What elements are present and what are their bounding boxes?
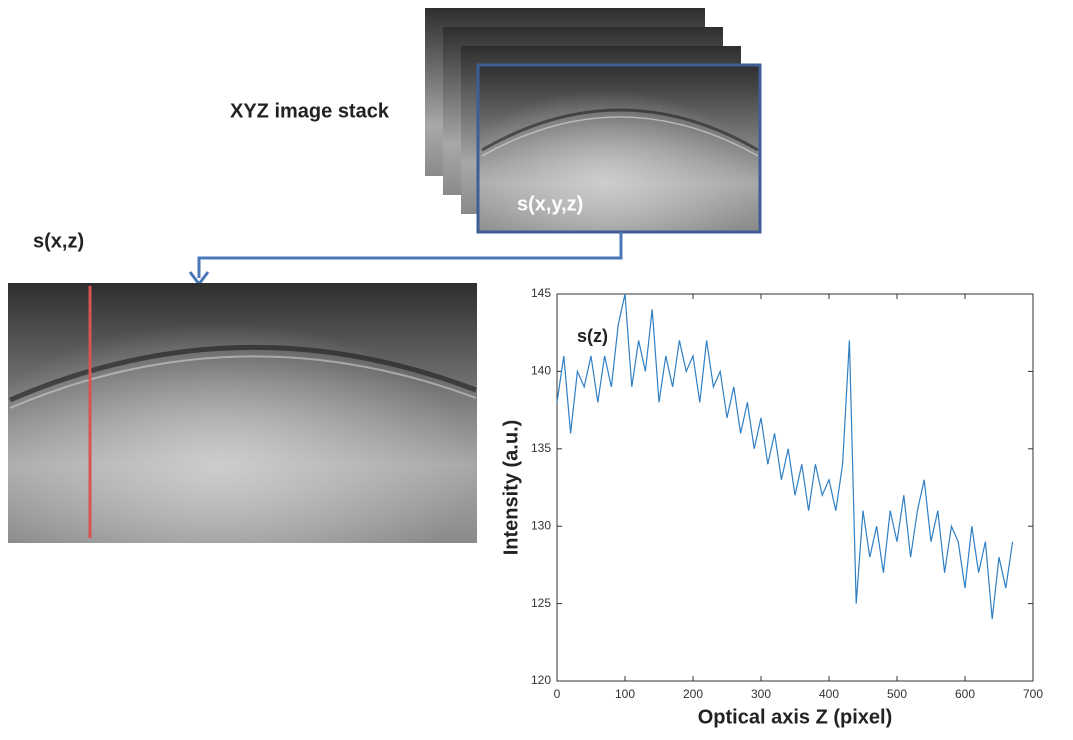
y-tick-label: 140	[531, 364, 551, 378]
plot-area	[556, 293, 1034, 682]
data-line	[556, 293, 1014, 620]
y-axis-label: Intensity (a.u.)	[500, 420, 522, 556]
plot: 120 125 130 135 140 145 0 100 200 300 400 500 600 700…	[500, 286, 1043, 728]
image-stack	[425, 8, 762, 234]
x-tick-label: 700	[1023, 687, 1043, 701]
x-tick-label: 100	[615, 687, 635, 701]
arrow	[197, 232, 623, 278]
x-tick-label: 300	[751, 687, 771, 701]
y-tick-label: 135	[531, 441, 551, 455]
y-tick-label: 125	[531, 596, 551, 610]
annotation: s(z)	[577, 326, 608, 346]
y-tick-label: 145	[531, 286, 551, 300]
front-label: s(x,y,z)	[517, 193, 583, 215]
x-tick-label: 500	[887, 687, 907, 701]
x-tick-label: 400	[819, 687, 839, 701]
stack-label: XYZ image stack	[230, 100, 390, 122]
y-tick-label: 120	[531, 673, 551, 687]
x-tick-label: 600	[955, 687, 975, 701]
x-tick-label: 0	[554, 687, 561, 701]
slice-image	[8, 283, 477, 543]
x-tick-label: 200	[683, 687, 703, 701]
x-axis-label: Optical axis Z (pixel)	[698, 706, 893, 728]
slice-label: s(x,z)	[33, 230, 84, 252]
y-tick-label: 130	[531, 518, 551, 532]
